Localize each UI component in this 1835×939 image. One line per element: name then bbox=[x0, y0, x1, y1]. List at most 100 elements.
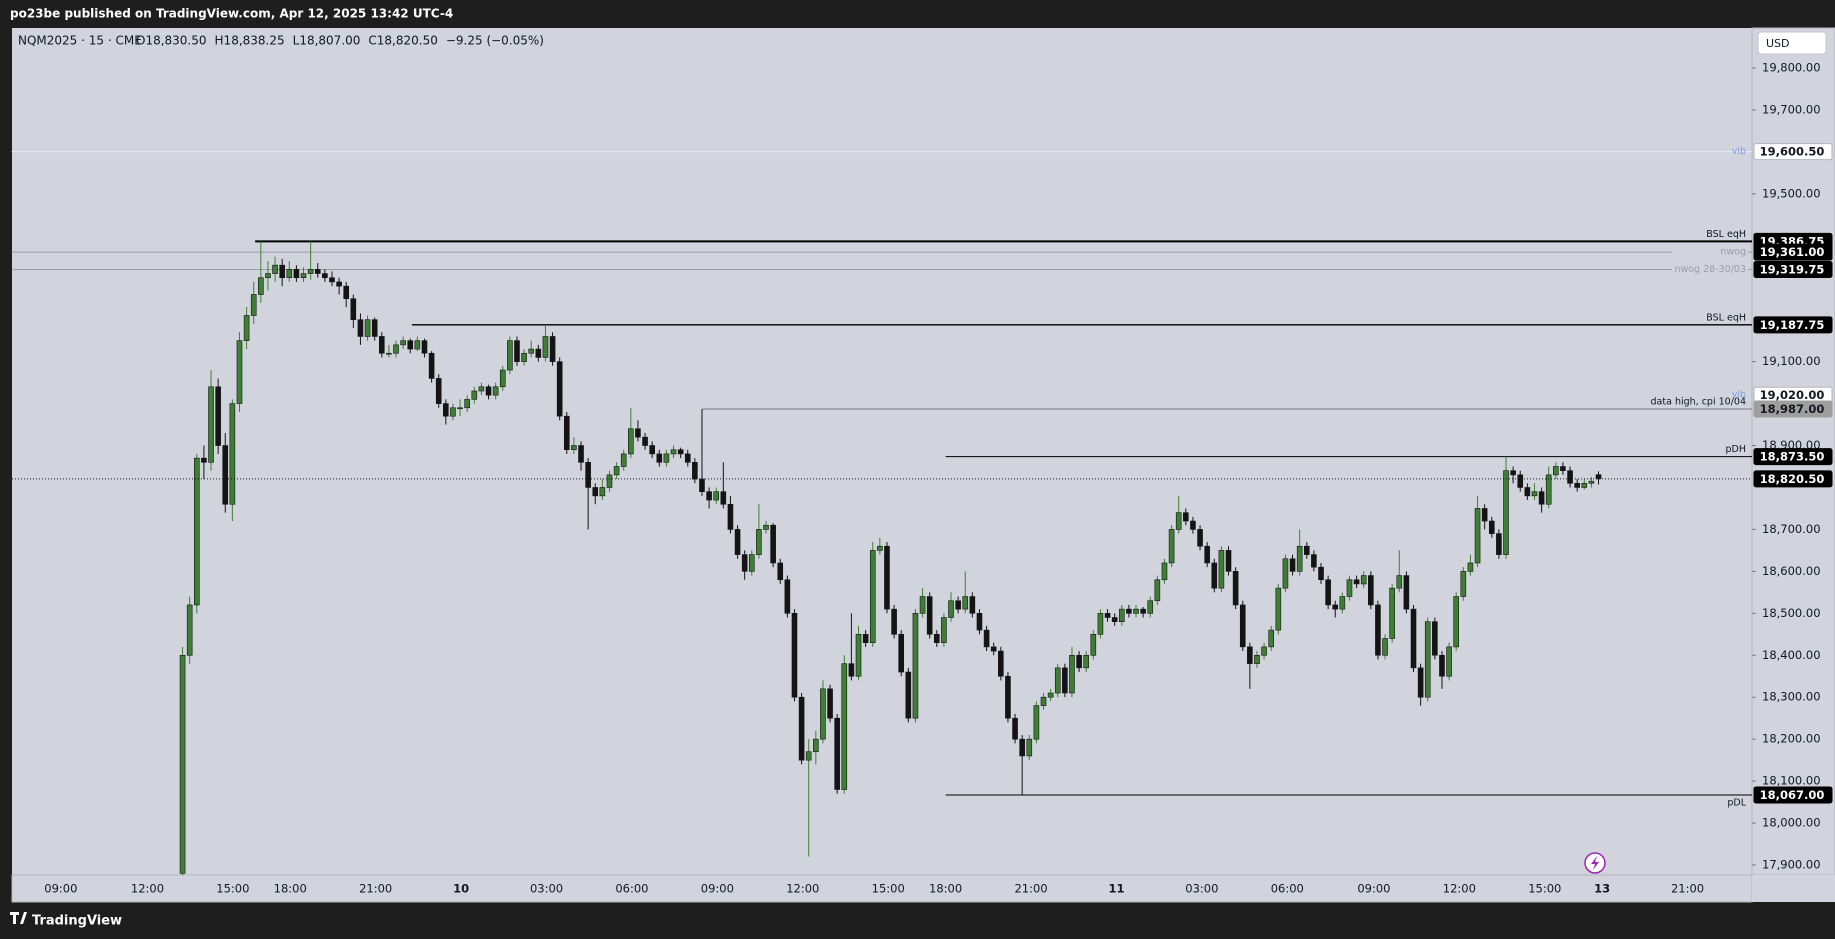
level-price-tag: 19,319.75 bbox=[1760, 262, 1825, 276]
candle-body bbox=[1069, 654, 1075, 694]
candle-body bbox=[1076, 654, 1082, 669]
candle-body bbox=[891, 608, 897, 635]
candle-body bbox=[820, 688, 826, 740]
alert-icon[interactable] bbox=[1584, 852, 1606, 874]
candle-body bbox=[1481, 508, 1488, 522]
candle-body bbox=[1062, 667, 1068, 694]
candle-body bbox=[400, 340, 406, 346]
ohlc-value: C18,820.50 bbox=[368, 34, 437, 48]
candle-body bbox=[620, 453, 627, 467]
candle-body bbox=[1126, 608, 1132, 614]
candle-body bbox=[1353, 579, 1360, 585]
candle-body bbox=[1005, 675, 1011, 719]
candle-body bbox=[1389, 587, 1395, 639]
candle-body bbox=[556, 361, 563, 417]
candle-body bbox=[684, 453, 691, 463]
axis-corner bbox=[1752, 875, 1835, 902]
candle-body bbox=[877, 545, 883, 551]
candle-body bbox=[1296, 545, 1303, 572]
candle-body bbox=[428, 352, 435, 379]
x-tick-label: 11 bbox=[1108, 882, 1124, 896]
candle-body bbox=[1147, 600, 1154, 614]
candle-body bbox=[1254, 654, 1260, 664]
candle-body bbox=[1531, 491, 1538, 497]
candle-body bbox=[250, 294, 257, 316]
candle-body bbox=[507, 340, 513, 371]
candle-body bbox=[748, 554, 755, 572]
candle-body bbox=[578, 445, 584, 463]
candle-body bbox=[293, 269, 300, 279]
candle-body bbox=[243, 315, 250, 341]
candle-body bbox=[613, 466, 620, 476]
x-tick-label: 18:00 bbox=[274, 882, 307, 896]
candle-body bbox=[1154, 579, 1161, 602]
level-label: BSL eqH bbox=[1706, 229, 1746, 240]
candle-body bbox=[485, 386, 492, 396]
x-tick-label: 13 bbox=[1594, 882, 1610, 896]
candle-body bbox=[1019, 738, 1025, 757]
candle-body bbox=[1168, 529, 1175, 564]
candle-body bbox=[215, 386, 221, 446]
candle-body bbox=[1268, 629, 1275, 648]
brand: TradingView bbox=[32, 914, 122, 929]
y-tick-label: 18,600.00 bbox=[1762, 564, 1821, 578]
candle-body bbox=[649, 445, 655, 455]
candle-body bbox=[926, 596, 933, 635]
candle-body bbox=[300, 273, 307, 279]
candle-body bbox=[193, 457, 200, 606]
level-price-tag: 19,361.00 bbox=[1760, 245, 1825, 259]
candle-body bbox=[1161, 562, 1168, 581]
level-price-tag-bg bbox=[1753, 448, 1833, 466]
candle-body bbox=[1339, 596, 1346, 610]
candle-body bbox=[1581, 482, 1588, 488]
candle-body bbox=[542, 336, 549, 358]
candle-body bbox=[1574, 482, 1580, 488]
candle-body bbox=[1090, 633, 1097, 656]
x-tick-label: 09:00 bbox=[1357, 882, 1390, 896]
candle-body bbox=[756, 529, 762, 555]
candle-body bbox=[635, 428, 641, 438]
candle-body bbox=[329, 277, 335, 283]
x-tick-label: 21:00 bbox=[1014, 882, 1047, 896]
candle-body bbox=[514, 340, 520, 362]
level-price-tag: 18,987.00 bbox=[1760, 402, 1825, 416]
y-tick-label: 19,100.00 bbox=[1762, 354, 1821, 368]
candle-body bbox=[265, 273, 271, 279]
candle-body bbox=[286, 269, 293, 279]
candle-body bbox=[741, 554, 748, 572]
candle-body bbox=[1026, 738, 1033, 757]
candle-body bbox=[720, 491, 727, 505]
candle-body bbox=[1375, 604, 1381, 656]
currency[interactable]: USD bbox=[1766, 37, 1790, 50]
candle-body bbox=[1460, 571, 1467, 597]
currency-button[interactable] bbox=[1757, 31, 1827, 55]
candle-body bbox=[1040, 696, 1047, 706]
candle-body bbox=[457, 407, 463, 410]
candle-body bbox=[1318, 566, 1324, 581]
candle-body bbox=[841, 663, 848, 790]
candle-body bbox=[1417, 667, 1424, 698]
candle-body bbox=[1424, 621, 1431, 698]
candle-body bbox=[258, 277, 264, 295]
level-price-tag: 18,067.00 bbox=[1760, 788, 1825, 802]
candle-body bbox=[1588, 480, 1595, 484]
candle-body bbox=[528, 348, 535, 354]
ohlc-value: H18,838.25 bbox=[215, 34, 285, 48]
candle-body bbox=[983, 629, 990, 648]
candle-body bbox=[1211, 562, 1218, 589]
candle-body bbox=[955, 600, 961, 610]
x-tick-label: 06:00 bbox=[615, 882, 648, 896]
candle-body bbox=[1239, 604, 1246, 648]
candle-body bbox=[1289, 558, 1296, 572]
time-axis bbox=[11, 874, 1753, 903]
candle-body bbox=[1054, 667, 1061, 694]
candle-body bbox=[450, 407, 456, 417]
x-tick-label: 12:00 bbox=[131, 882, 164, 896]
candle-body bbox=[357, 319, 364, 337]
level-label: data high, cpi 10/04 bbox=[1651, 397, 1746, 408]
candle-body bbox=[1403, 575, 1410, 610]
candle-body bbox=[179, 654, 186, 874]
candle-body bbox=[378, 336, 385, 354]
candle-body bbox=[905, 671, 912, 719]
